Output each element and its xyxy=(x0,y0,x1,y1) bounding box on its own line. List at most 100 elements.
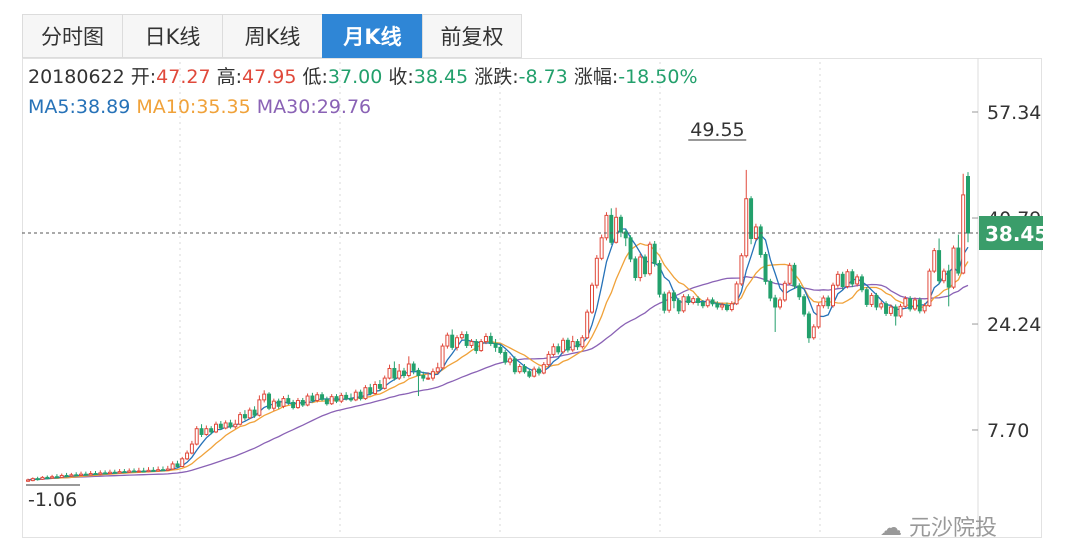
candle-body xyxy=(908,298,913,310)
candle-body xyxy=(223,422,228,429)
candle-body xyxy=(479,341,484,352)
candle-body xyxy=(411,363,416,371)
candle-body xyxy=(291,401,296,409)
candle-body xyxy=(922,305,927,312)
candle-body xyxy=(647,243,652,275)
candle-body xyxy=(117,471,122,474)
candle-body xyxy=(778,299,782,308)
candle-body xyxy=(459,334,464,339)
candle-body xyxy=(859,276,864,291)
candle-body xyxy=(517,366,522,373)
candle-body xyxy=(739,255,744,285)
tab-monthly-k[interactable]: 月K线 xyxy=(322,14,422,58)
candle-body xyxy=(185,452,190,460)
candle-body xyxy=(382,377,387,389)
candle-body xyxy=(782,282,787,301)
tab-forward-adjusted[interactable]: 前复权 xyxy=(422,14,522,58)
candle-body xyxy=(532,368,537,377)
candle-body xyxy=(898,305,903,317)
min-price-label: -1.06 xyxy=(28,489,77,511)
candle-body xyxy=(652,243,657,264)
ma5-line xyxy=(27,228,969,481)
candle-body xyxy=(329,396,334,405)
candle-body xyxy=(339,394,344,402)
candle-body xyxy=(445,334,450,347)
candle-body xyxy=(700,302,705,307)
candles xyxy=(26,169,970,482)
ma30-value: 29.76 xyxy=(316,96,372,118)
y-tick-label: 24.24 xyxy=(987,314,1041,336)
candle-body xyxy=(806,313,811,339)
candle-body xyxy=(917,299,922,312)
candle-body xyxy=(966,176,970,234)
candle-body xyxy=(855,276,860,285)
candle-body xyxy=(455,337,460,348)
info-pct-value: -18.50% xyxy=(618,66,698,88)
tab-daily-k[interactable]: 日K线 xyxy=(122,14,222,58)
candle-body xyxy=(715,303,720,308)
candle-body xyxy=(165,468,170,471)
candle-body xyxy=(348,398,353,401)
candle-body xyxy=(590,284,594,313)
candle-body xyxy=(749,198,754,239)
candle-body xyxy=(397,370,402,379)
candle-body xyxy=(903,298,908,307)
candle-body xyxy=(667,292,672,311)
candle-body xyxy=(686,296,691,304)
ma10-value: 35.35 xyxy=(196,96,251,118)
candle-body xyxy=(59,474,64,478)
candle-body xyxy=(112,471,117,474)
candle-body xyxy=(720,304,725,308)
candle-body xyxy=(257,399,262,416)
candle-body xyxy=(821,297,826,307)
candle-body xyxy=(406,363,411,377)
candle-body xyxy=(565,339,570,351)
ma10-label: MA10: xyxy=(136,96,197,118)
candle-body xyxy=(729,303,734,311)
candle-body xyxy=(758,226,763,255)
candle-body xyxy=(45,476,50,479)
candle-body xyxy=(305,395,310,406)
info-close-label: 收: xyxy=(388,66,414,88)
candle-body xyxy=(508,358,513,363)
candle-body xyxy=(604,214,609,239)
candle-body xyxy=(797,285,802,298)
candle-body xyxy=(556,346,561,353)
candle-body xyxy=(536,368,541,374)
watermark-text: 元沙院投 xyxy=(909,516,998,541)
candle-body xyxy=(787,264,792,284)
candle-body xyxy=(956,247,961,274)
candle-body xyxy=(893,306,898,317)
candle-body xyxy=(561,339,566,353)
candle-body xyxy=(334,396,339,402)
candle-body xyxy=(189,443,194,454)
candle-body xyxy=(570,341,575,351)
candle-body xyxy=(961,194,966,274)
candle-body xyxy=(377,384,382,389)
candle-body xyxy=(151,469,156,472)
candle-body xyxy=(657,262,662,295)
candle-body xyxy=(26,479,30,482)
candle-body xyxy=(320,394,325,400)
candle-body xyxy=(937,250,942,282)
candle-body xyxy=(146,469,151,473)
candle-body xyxy=(696,298,701,304)
candle-body xyxy=(744,198,749,257)
candle-body xyxy=(392,367,397,379)
candle-body xyxy=(614,216,619,243)
candle-body xyxy=(103,472,108,475)
candle-body xyxy=(551,346,556,355)
candle-body xyxy=(353,391,358,401)
candle-body xyxy=(194,428,199,445)
candle-body xyxy=(204,428,209,435)
info-close-value: 38.45 xyxy=(413,66,469,88)
info-high-label: 高: xyxy=(216,66,243,88)
tab-weekly-k[interactable]: 周K线 xyxy=(222,14,322,58)
candle-body xyxy=(710,299,715,305)
ma30-label: MA30: xyxy=(256,96,317,118)
candle-body xyxy=(884,303,889,314)
candle-body xyxy=(276,400,281,407)
tab-intraday[interactable]: 分时图 xyxy=(22,14,122,58)
info-open-value: 47.27 xyxy=(156,66,211,88)
candle-body xyxy=(435,367,440,373)
